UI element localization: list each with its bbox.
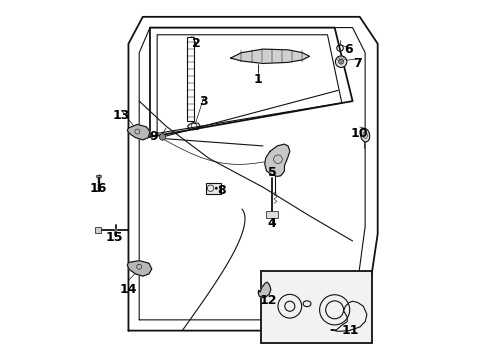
Circle shape	[159, 134, 166, 140]
Polygon shape	[127, 261, 152, 276]
Bar	[187, 37, 195, 121]
Text: 8: 8	[218, 184, 226, 197]
Text: 5: 5	[268, 166, 276, 179]
Text: 11: 11	[342, 324, 360, 337]
Text: 1: 1	[253, 73, 262, 86]
Circle shape	[114, 228, 118, 232]
Text: 12: 12	[260, 294, 277, 307]
Bar	[266, 211, 278, 218]
Polygon shape	[258, 282, 271, 298]
Text: 6: 6	[344, 42, 353, 55]
Text: 3: 3	[199, 95, 208, 108]
Text: 16: 16	[90, 183, 107, 195]
Text: 15: 15	[105, 231, 123, 244]
Circle shape	[215, 187, 218, 190]
Text: 2: 2	[192, 37, 201, 50]
Polygon shape	[265, 144, 290, 176]
Circle shape	[335, 56, 347, 67]
Text: 4: 4	[268, 216, 276, 230]
Bar	[96, 175, 101, 177]
Polygon shape	[127, 125, 150, 140]
Text: 7: 7	[354, 57, 362, 70]
Bar	[205, 183, 221, 194]
Text: 14: 14	[120, 283, 137, 296]
Bar	[95, 227, 101, 233]
Ellipse shape	[361, 129, 370, 142]
Text: 13: 13	[113, 109, 130, 122]
Text: 9: 9	[149, 130, 158, 144]
Circle shape	[339, 59, 343, 64]
Bar	[261, 271, 372, 343]
Polygon shape	[231, 49, 310, 63]
Text: 10: 10	[351, 127, 368, 140]
